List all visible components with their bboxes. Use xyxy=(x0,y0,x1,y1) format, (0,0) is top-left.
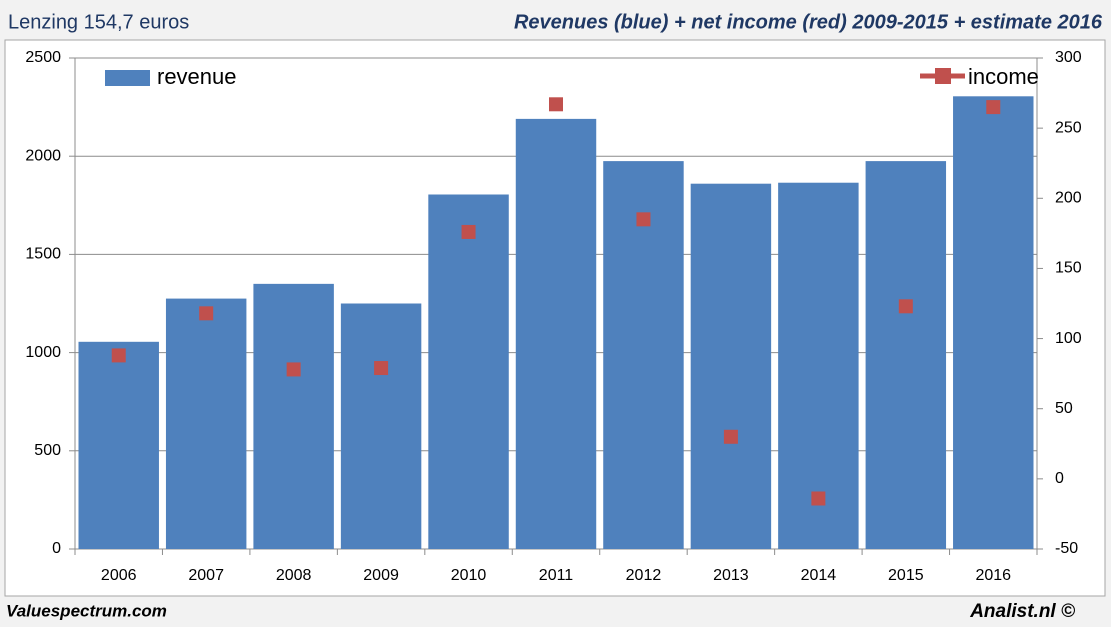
x-tick-label: 2011 xyxy=(539,567,574,584)
bar xyxy=(78,341,159,549)
bar xyxy=(515,118,597,549)
x-tick-label: 2014 xyxy=(801,567,837,584)
bar xyxy=(953,96,1034,549)
income-marker xyxy=(898,299,913,314)
x-tick-label: 2016 xyxy=(975,567,1011,584)
bar xyxy=(340,303,422,549)
credit: Analist.nl © xyxy=(969,601,1075,622)
y-tick-label: 1000 xyxy=(25,344,61,361)
y2-tick-label: 200 xyxy=(1055,190,1082,207)
y-tick-label: 2000 xyxy=(25,147,61,164)
income-marker xyxy=(986,100,1001,115)
x-tick-label: 2009 xyxy=(363,567,399,584)
y2-tick-label: 150 xyxy=(1055,260,1082,277)
income-marker xyxy=(461,224,476,239)
x-tick-label: 2013 xyxy=(713,567,749,584)
y2-tick-label: 300 xyxy=(1055,49,1082,66)
y-tick-label: 1500 xyxy=(25,246,61,263)
chart-title: Lenzing 154,7 euros xyxy=(8,11,189,33)
income-marker xyxy=(374,361,389,376)
bar xyxy=(253,283,334,549)
income-marker xyxy=(286,362,301,377)
y2-tick-label: 50 xyxy=(1055,400,1073,417)
source: Valuespectrum.com xyxy=(6,601,167,620)
x-tick-label: 2012 xyxy=(626,567,662,584)
chart-subtitle: Revenues (blue) + net income (red) 2009-… xyxy=(514,11,1103,33)
income-marker xyxy=(636,212,651,227)
bar xyxy=(690,183,772,550)
legend-label: income xyxy=(968,64,1039,89)
x-tick-label: 2015 xyxy=(888,567,924,584)
legend-marker xyxy=(935,68,951,84)
income-marker xyxy=(111,348,126,363)
x-tick-label: 2007 xyxy=(188,567,224,584)
income-marker xyxy=(549,97,563,112)
bar xyxy=(428,194,509,550)
y-tick-label: 500 xyxy=(34,442,61,459)
income-marker xyxy=(723,429,738,444)
x-tick-label: 2006 xyxy=(101,567,137,584)
income-marker xyxy=(811,491,826,506)
y2-tick-label: 250 xyxy=(1055,119,1082,136)
bar xyxy=(165,298,247,549)
income-marker xyxy=(199,306,214,321)
y2-tick-label: 0 xyxy=(1055,470,1064,487)
bar xyxy=(865,161,947,550)
y-tick-label: 0 xyxy=(52,540,61,557)
y-tick-label: 2500 xyxy=(25,49,61,66)
y2-tick-label: -50 xyxy=(1055,540,1078,557)
y2-tick-label: 100 xyxy=(1055,330,1082,347)
legend-label: revenue xyxy=(157,64,237,89)
x-tick-label: 2010 xyxy=(451,567,487,584)
bar xyxy=(778,182,859,550)
legend-swatch xyxy=(105,70,150,86)
x-tick-label: 2008 xyxy=(276,567,312,584)
